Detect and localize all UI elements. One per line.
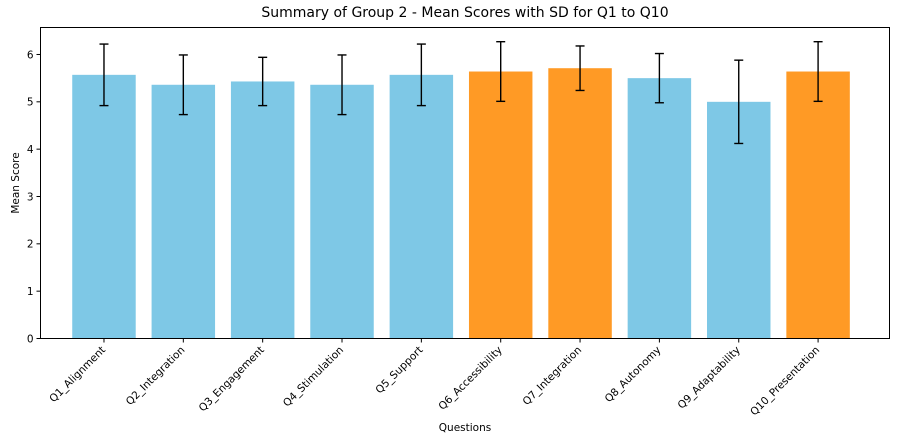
x-tick-label: Q6_Accessibility bbox=[436, 344, 504, 412]
x-tick-label: Q8_Autonomy bbox=[603, 344, 664, 405]
y-tick-label: 6 bbox=[27, 49, 34, 61]
x-tick-label: Q10_Presentation bbox=[748, 344, 822, 418]
error-bar-8 bbox=[654, 52, 664, 104]
x-tick-label: Q4_Stimulation bbox=[281, 344, 346, 409]
x-tick-label: Q3_Engagement bbox=[197, 344, 267, 414]
error-bar-5 bbox=[416, 43, 426, 107]
error-bar-9 bbox=[734, 59, 744, 145]
error-bar-7 bbox=[575, 45, 585, 92]
error-bar-3 bbox=[258, 56, 268, 107]
y-tick-label: 0 bbox=[27, 333, 34, 345]
y-tick-label: 3 bbox=[27, 191, 34, 203]
x-tick-label: Q5_Support bbox=[373, 344, 425, 396]
bar-1 bbox=[72, 74, 136, 339]
y-tick-label: 2 bbox=[27, 239, 34, 251]
x-tick-label: Q7_Integration bbox=[520, 344, 584, 408]
chart-title: Summary of Group 2 - Mean Scores with SD… bbox=[261, 5, 668, 21]
bar-8 bbox=[627, 78, 692, 339]
x-tick-label: Q1_Alignment bbox=[47, 344, 108, 405]
plot-area: 0 1 2 3 4 5 6 Q1_Alignment Q2_Integration Q3_Enga… bbox=[27, 27, 890, 418]
x-tick-label: Q2_Integration bbox=[124, 344, 188, 408]
y-tick-label: 4 bbox=[27, 144, 34, 156]
y-tick-label: 1 bbox=[27, 286, 34, 298]
y-axis-label: Mean Score bbox=[10, 152, 22, 213]
error-bar-1 bbox=[99, 43, 109, 107]
plot-frame bbox=[40, 27, 890, 339]
error-bar-4 bbox=[337, 54, 347, 116]
y-tick-label: 5 bbox=[27, 97, 34, 109]
bar-6 bbox=[468, 71, 533, 339]
error-bar-10 bbox=[813, 41, 823, 103]
bar-7 bbox=[548, 68, 612, 339]
bar-4 bbox=[310, 84, 374, 339]
x-axis-label: Questions bbox=[439, 422, 491, 434]
error-bar-6 bbox=[496, 41, 506, 103]
bar-3 bbox=[230, 81, 295, 339]
bar-10 bbox=[786, 71, 850, 339]
error-bar-2 bbox=[178, 54, 188, 116]
bar-5 bbox=[389, 74, 454, 339]
bar-2 bbox=[151, 84, 216, 339]
x-tick-label: Q9_Adaptability bbox=[676, 344, 743, 411]
